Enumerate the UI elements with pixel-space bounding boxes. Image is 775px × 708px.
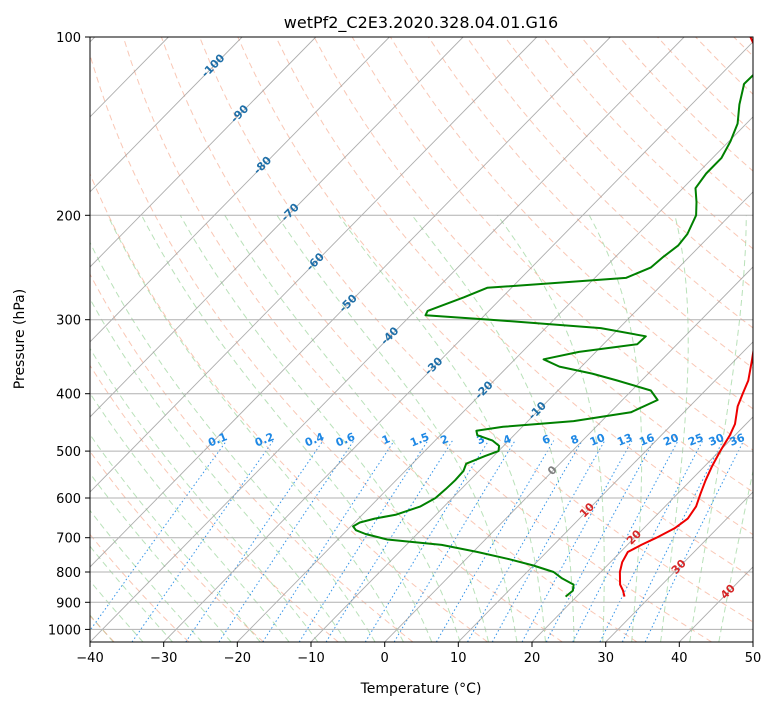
y-tick-label: 1000 (48, 623, 81, 638)
mixing-ratio-line (262, 440, 395, 642)
moist-adiabat (276, 215, 518, 642)
x-tick-label: −10 (297, 651, 324, 666)
dry-adiabat (351, 37, 753, 451)
mixing-ratio-line (325, 440, 453, 642)
x-tick-label: −40 (76, 651, 103, 666)
isotherm-line (90, 37, 538, 493)
mixing-ratio-line (491, 440, 606, 642)
moist-adiabat (411, 214, 575, 642)
moist-adiabat (90, 241, 376, 642)
x-tick-label: 30 (597, 651, 614, 666)
dry-adiabat (122, 37, 638, 642)
mixing-ratio-label: 8 (569, 432, 581, 447)
pressure-gridlines (90, 37, 753, 630)
moist-adiabat (338, 215, 546, 642)
mixing-ratio-label: 30 (707, 431, 726, 449)
y-tick-label: 500 (56, 445, 81, 460)
dewpoint-line (352, 73, 753, 598)
moist-adiabat (689, 215, 747, 642)
dry-adiabat (313, 37, 753, 493)
moist-adiabat (141, 215, 433, 642)
x-tick-label: −20 (224, 651, 251, 666)
x-tick-label: 40 (671, 651, 688, 666)
dry-adiabat (160, 37, 712, 642)
mixing-ratio-line (521, 440, 633, 642)
x-axis-label: Temperature (°C) (360, 681, 482, 697)
isotherm-line (90, 37, 611, 568)
dry-adiabat (428, 37, 753, 369)
isotherm-line (531, 416, 753, 642)
y-tick-label: 900 (56, 596, 81, 611)
x-tick-label: 20 (524, 651, 541, 666)
mixing-ratio-label: 36 (728, 431, 747, 449)
dry-adiabat (237, 37, 753, 579)
moist-adiabat (90, 472, 232, 642)
dry-adiabat (199, 37, 753, 623)
mixing-ratio-label: 1 (380, 432, 392, 447)
y-tick-label: 800 (56, 566, 81, 581)
mixing-ratio-label: 25 (686, 431, 705, 449)
data-series (352, 37, 753, 598)
isotherm-line (384, 266, 753, 642)
mixing-ratio-label: 16 (637, 431, 656, 449)
moist-adiabat (588, 215, 643, 642)
moist-adiabat (90, 297, 347, 642)
isotherm-line (90, 37, 243, 193)
y-tick-label: 200 (56, 209, 81, 224)
y-tick-label: 400 (56, 388, 81, 403)
mixing-ratio-label: 13 (615, 431, 634, 449)
dry-adiabat (466, 37, 753, 329)
mixing-ratio-line (218, 440, 355, 642)
mixing-ratio-label: 10 (588, 431, 607, 449)
isotherm-line (457, 341, 753, 642)
dry-adiabat (90, 172, 488, 642)
y-tick-label: 100 (56, 31, 81, 46)
mixing-ratio-line (621, 440, 724, 642)
temperature-line (618, 37, 753, 597)
isotherm-line (90, 37, 464, 418)
mixing-ratio-label: 2 (439, 432, 451, 447)
mixing-ratio-line (364, 440, 490, 642)
moist-adiabat (90, 392, 290, 642)
y-axis: 100 200 300 400 500 600 700 800 900 1000 (48, 31, 90, 638)
mixing-ratio-line (644, 440, 745, 642)
mixing-ratio-line (90, 440, 228, 632)
y-axis-label: Pressure (hPa) (12, 289, 28, 389)
y-tick-label: 700 (56, 532, 81, 547)
moist-adiabat (224, 215, 489, 642)
x-tick-label: −30 (150, 651, 177, 666)
mixing-ratio-label: 20 (662, 431, 681, 449)
chart-title: wetPf2_C2E3.2020.328.04.01.G16 (284, 13, 558, 33)
y-tick-label: 300 (56, 314, 81, 329)
moist-adiabat (90, 433, 261, 642)
x-tick-label: 10 (450, 651, 467, 666)
isotherm-line (90, 37, 390, 343)
x-tick-label: 0 (381, 651, 389, 666)
x-tick-label: 50 (745, 651, 762, 666)
mixing-ratio-line (298, 440, 429, 642)
dry-adiabat (90, 52, 563, 642)
isotherm-line (90, 37, 317, 268)
x-axis: −40 −30 −20 −10 0 10 20 30 40 50 (76, 642, 761, 666)
y-tick-label: 600 (56, 492, 81, 507)
dry-adiabat (90, 364, 339, 642)
plot-area: 0.1 0.2 0.4 0.6 1 1.5 2 3 4 6 8 10 13 16 20 25 30 36-100-… (90, 37, 753, 642)
moist-adiabat (107, 215, 404, 642)
moist-adiabat (660, 215, 689, 642)
mixing-ratio-line (185, 440, 324, 642)
plot-frame (89, 36, 754, 643)
mixing-ratio-line (131, 440, 274, 642)
moist-adiabat (90, 347, 319, 642)
isotherm-line (90, 37, 685, 642)
mixing-ratio-line (435, 440, 555, 642)
isotherm-line (163, 41, 753, 642)
dry-adiabat (90, 450, 264, 642)
isotherm-line (605, 491, 753, 642)
mixing-ratio-label: 3 (475, 432, 487, 447)
